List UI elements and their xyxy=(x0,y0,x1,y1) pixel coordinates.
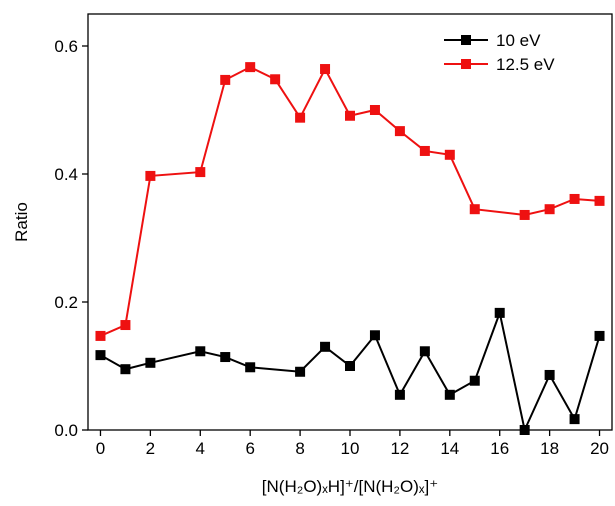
data-point xyxy=(145,357,156,368)
data-point xyxy=(569,193,580,204)
x-tick-label: 12 xyxy=(390,439,409,458)
x-tick-label: 2 xyxy=(146,439,155,458)
data-point xyxy=(145,170,156,181)
data-point xyxy=(195,167,206,178)
data-point xyxy=(295,112,306,123)
series-line xyxy=(100,66,600,337)
data-point xyxy=(469,375,480,386)
x-tick-label: 4 xyxy=(196,439,205,458)
data-point xyxy=(494,307,505,318)
data-point xyxy=(345,361,355,371)
data-point xyxy=(394,389,405,400)
data-point xyxy=(369,330,380,341)
legend-label: 12.5 eV xyxy=(496,55,555,74)
data-point xyxy=(195,346,206,357)
x-axis-label: [N(H₂O)ₓH]⁺/[N(H₂O)ₓ]⁺ xyxy=(262,477,438,496)
x-tick-label: 0 xyxy=(96,439,105,458)
y-tick-label: 0.2 xyxy=(54,293,78,312)
data-point xyxy=(569,414,580,425)
data-point xyxy=(245,362,256,373)
x-tick-label: 8 xyxy=(295,439,304,458)
data-point xyxy=(245,62,256,73)
y-axis-label: Ratio xyxy=(12,202,31,242)
data-point xyxy=(320,64,331,75)
data-point xyxy=(594,195,605,206)
data-point xyxy=(95,350,106,361)
data-point xyxy=(120,320,131,331)
data-point xyxy=(220,74,231,85)
data-point xyxy=(220,352,231,363)
legend-marker xyxy=(461,35,471,45)
y-tick-label: 0.0 xyxy=(54,421,78,440)
x-tick-label: 20 xyxy=(590,439,609,458)
legend-marker xyxy=(461,59,471,69)
data-point xyxy=(320,341,331,352)
data-point xyxy=(444,389,455,400)
data-point xyxy=(419,145,430,156)
data-point xyxy=(95,330,106,341)
data-point xyxy=(295,366,306,377)
data-point xyxy=(594,330,605,341)
x-tick-label: 6 xyxy=(245,439,254,458)
x-tick-label: 14 xyxy=(440,439,459,458)
data-point xyxy=(120,364,131,375)
series-line xyxy=(99,309,601,434)
data-point xyxy=(519,209,530,220)
legend-label: 10 eV xyxy=(496,31,541,50)
y-tick-label: 0.6 xyxy=(54,37,78,56)
x-tick-label: 10 xyxy=(341,439,360,458)
y-tick-label: 0.4 xyxy=(54,165,78,184)
x-tick-label: 18 xyxy=(540,439,559,458)
data-point xyxy=(419,346,430,357)
data-point xyxy=(519,425,530,435)
data-point xyxy=(444,149,455,160)
data-point xyxy=(345,110,355,121)
data-point xyxy=(270,74,281,85)
data-point xyxy=(544,204,555,215)
data-point xyxy=(469,204,480,215)
x-tick-label: 16 xyxy=(490,439,509,458)
data-point xyxy=(544,369,555,380)
data-point xyxy=(369,105,380,115)
data-point xyxy=(394,126,405,137)
